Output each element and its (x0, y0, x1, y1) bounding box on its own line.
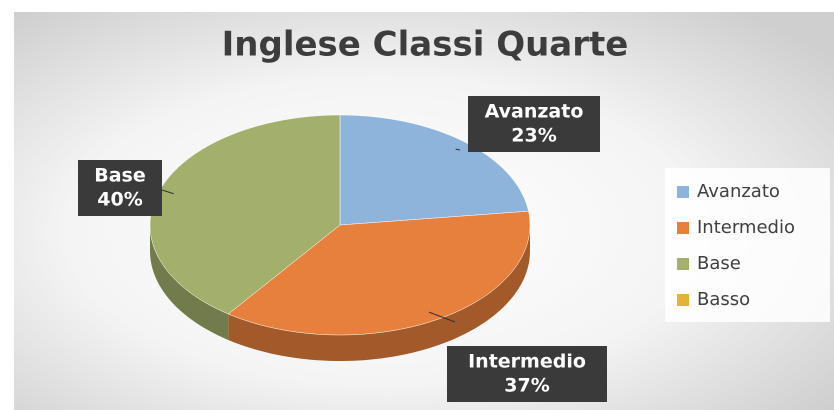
pie-slice (339, 114, 529, 226)
legend-label: Intermedio (697, 217, 795, 238)
pie-slice-side (228, 225, 530, 361)
legend-label: Avanzato (697, 181, 780, 202)
pie-slice-side (150, 225, 229, 340)
legend-swatch (677, 186, 689, 198)
leader-line (161, 189, 174, 195)
data-label-name: Intermedio (468, 351, 586, 373)
chart-title: Inglese Classi Quarte (222, 25, 629, 65)
data-label-name: Base (94, 165, 146, 187)
leader-line (455, 148, 461, 151)
data-label-box (468, 96, 600, 152)
legend-swatch (677, 258, 689, 270)
legend-label: Base (697, 253, 741, 274)
legend-label: Basso (697, 289, 750, 310)
legend-swatch (677, 222, 689, 234)
pie-slice (227, 210, 531, 336)
data-label-name: Avanzato (485, 101, 584, 123)
data-label-value: 37% (504, 375, 549, 397)
data-label-value: 40% (97, 189, 142, 211)
legend-swatch (677, 294, 689, 306)
data-label-box (447, 346, 607, 402)
legend-box (665, 168, 830, 322)
data-label-value: 23% (511, 125, 556, 147)
leader-line (428, 311, 456, 323)
data-label-box (78, 160, 162, 216)
